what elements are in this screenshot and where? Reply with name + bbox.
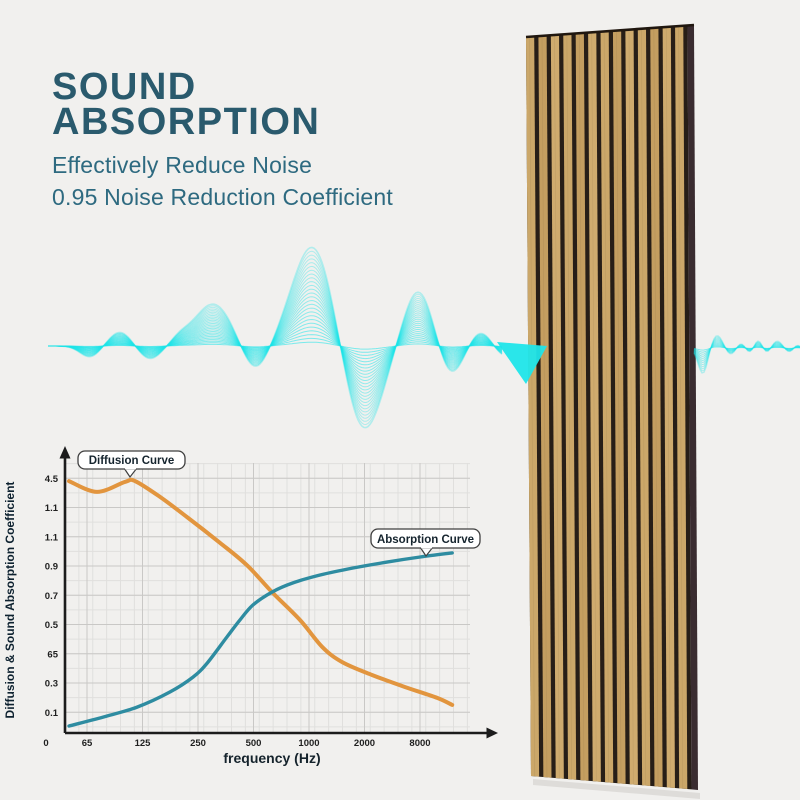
- diffusion-callout: Diffusion Curve: [77, 450, 186, 479]
- svg-text:8000: 8000: [409, 738, 430, 749]
- x-axis-arrow: [486, 727, 498, 739]
- svg-text:1000: 1000: [298, 738, 319, 749]
- acoustic-panel-image: [525, 23, 700, 799]
- y-axis-title: Diffusion & Sound Absorption Coefficient: [3, 482, 17, 719]
- wood-slat: [538, 35, 552, 778]
- wood-slat: [637, 28, 651, 786]
- attenuated-wave-graphic: [693, 335, 800, 374]
- panel-side-edge: [687, 25, 698, 790]
- page-title-line-2: ABSORPTION: [52, 101, 321, 143]
- svg-text:0: 0: [43, 738, 48, 749]
- wood-slat: [675, 25, 688, 790]
- subtitle: Effectively Reduce Noise 0.95 Noise Redu…: [52, 149, 393, 213]
- svg-text:0.7: 0.7: [45, 591, 58, 602]
- svg-text:1.1: 1.1: [45, 532, 59, 543]
- page-title-line-1: SOUND: [52, 66, 197, 108]
- absorption-callout: Absorption Curve: [370, 528, 481, 558]
- svg-text:0.5: 0.5: [45, 620, 59, 631]
- x-axis-title: frequency (Hz): [223, 750, 320, 766]
- svg-text:Absorption Curve: Absorption Curve: [377, 534, 474, 546]
- sound-chart: 0.1 0.3 65 0.5 0.7 0.9 1.1 1.1 4.5 0 65 125 250 500 10…: [3, 446, 498, 766]
- svg-text:65: 65: [47, 649, 58, 660]
- header: SOUND ABSORPTION Effectively Reduce Nois…: [52, 66, 393, 213]
- chart-grid: [65, 463, 470, 733]
- wood-slat: [563, 33, 577, 780]
- svg-text:Diffusion Curve: Diffusion Curve: [89, 455, 175, 467]
- svg-text:0.1: 0.1: [45, 708, 59, 719]
- y-axis-labels: 0.1 0.3 65 0.5 0.7 0.9 1.1 1.1 4.5: [45, 474, 59, 719]
- svg-text:65: 65: [82, 738, 93, 749]
- wood-slat: [662, 26, 675, 789]
- svg-text:1.1: 1.1: [45, 503, 59, 514]
- subtitle-line-2: 0.95 Noise Reduction Coefficient: [52, 184, 393, 210]
- svg-text:4.5: 4.5: [45, 474, 59, 485]
- chart-axes: [59, 446, 498, 739]
- svg-text:2000: 2000: [354, 738, 375, 749]
- wave-absorption-triangle: [497, 342, 547, 384]
- wood-slat: [625, 29, 638, 785]
- svg-text:125: 125: [135, 738, 152, 749]
- wood-slat: [526, 36, 540, 777]
- x-axis-labels: 0 65 125 250 500 1000 2000 8000: [43, 738, 430, 749]
- sound-wave-graphic: [48, 246, 503, 429]
- wood-slat: [550, 34, 564, 779]
- y-axis-arrow: [59, 446, 71, 459]
- subtitle-line-1: Effectively Reduce Noise: [52, 152, 313, 178]
- svg-text:250: 250: [190, 738, 206, 749]
- absorption-curve: [67, 551, 454, 728]
- wood-slat: [600, 31, 614, 783]
- svg-text:500: 500: [246, 738, 262, 749]
- wood-slat: [650, 27, 663, 787]
- svg-text:0.3: 0.3: [45, 679, 58, 690]
- diffusion-curve: [67, 477, 455, 707]
- wood-slat: [575, 32, 589, 781]
- wood-slat: [612, 30, 626, 784]
- wood-slat: [588, 32, 601, 782]
- svg-text:0.9: 0.9: [45, 562, 58, 573]
